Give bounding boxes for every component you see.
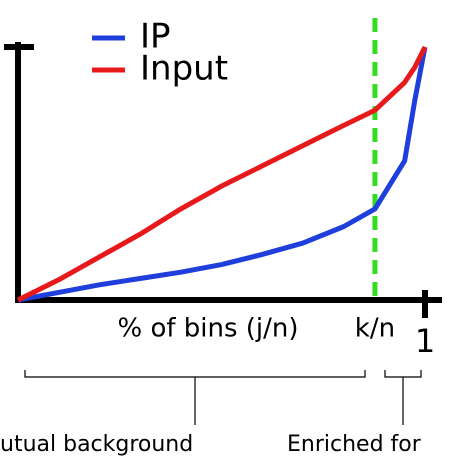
series-line [16,45,428,303]
x-tick-label: 1 [415,322,435,360]
region-label: utual background [0,432,193,457]
x-axis-label: % of bins (j/n) [117,314,298,344]
region-label: Enriched for [287,432,422,457]
region-bracket [24,370,366,425]
series-line [17,46,428,303]
threshold-label: k/n [355,314,395,344]
legend-label: IP [140,17,171,57]
region-bracket [384,370,422,425]
legend-label: Input [140,49,228,89]
